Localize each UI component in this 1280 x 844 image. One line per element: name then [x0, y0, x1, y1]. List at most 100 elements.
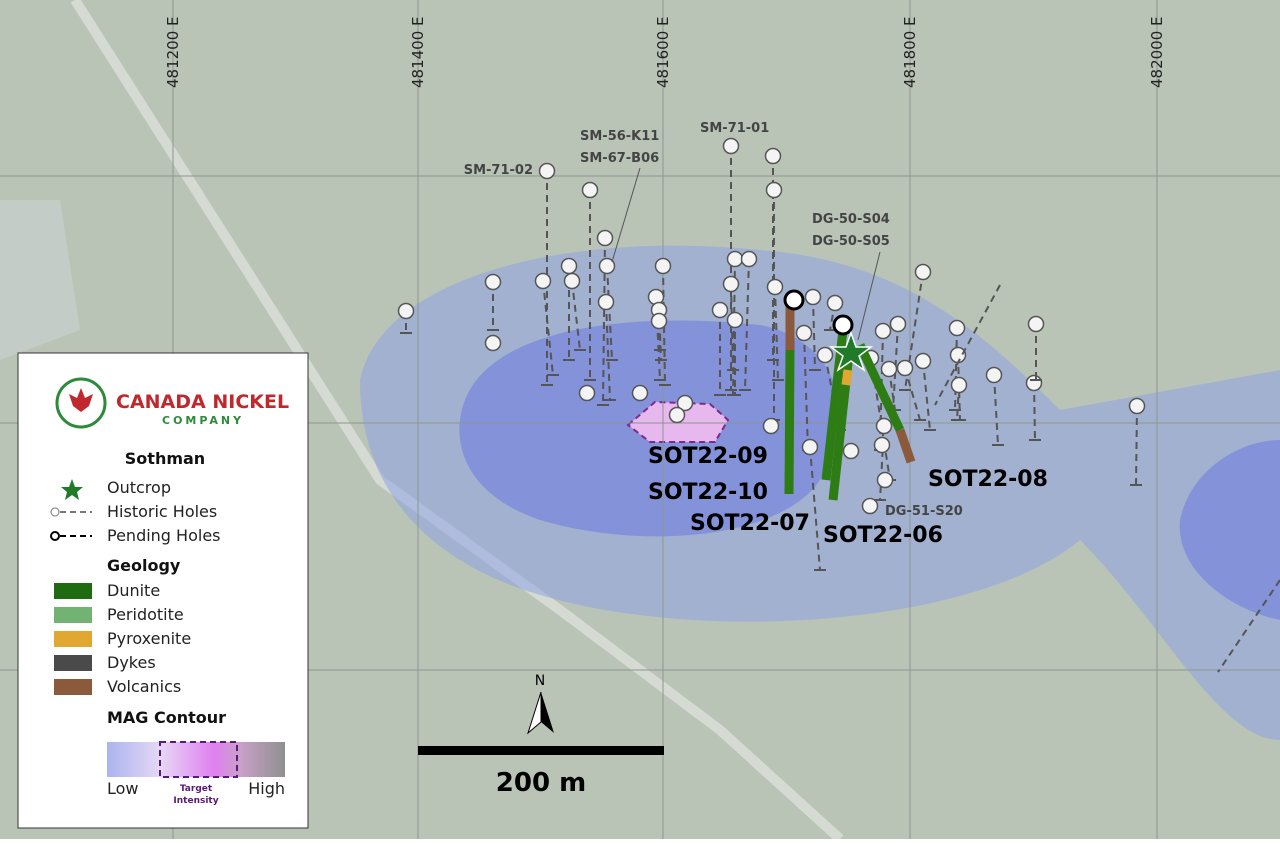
company-sub: COMPANY — [162, 414, 244, 427]
historic-hole — [795, 324, 813, 342]
legend-label: Dykes — [107, 653, 156, 672]
trace-pyroxenite — [841, 369, 853, 386]
historic-hole — [397, 302, 415, 320]
historic-hole — [914, 352, 932, 370]
historic-hole — [534, 272, 552, 290]
historic-hole — [726, 311, 744, 329]
legend-pending — [50, 531, 60, 541]
historic-hole — [804, 288, 822, 306]
historic-hole — [762, 417, 780, 435]
hole-label: SM-67-B06 — [580, 151, 659, 166]
water — [0, 200, 80, 360]
target-label: SOT22-07 — [690, 511, 810, 536]
historic-hole — [861, 497, 879, 515]
mag-target: Target — [180, 784, 213, 794]
hole-trace — [1033, 382, 1036, 441]
historic-hole — [597, 293, 615, 311]
historic-hole — [765, 181, 783, 199]
drill-traces — [783, 289, 916, 501]
legend-label: Historic Holes — [107, 502, 217, 521]
hole-label: SM-71-01 — [700, 121, 769, 136]
north-label: N — [535, 673, 545, 689]
historic-hole — [896, 359, 914, 377]
hole-trace — [812, 296, 816, 371]
historic-hole — [631, 384, 649, 402]
legend-label: Outcrop — [107, 478, 171, 497]
hole-trace — [730, 283, 734, 371]
north-arrow-right — [541, 692, 554, 733]
logo-leaf — [69, 388, 93, 412]
historic-hole — [1027, 315, 1045, 333]
historic-hole — [560, 257, 578, 275]
grid-label: 481200 E — [164, 16, 182, 88]
hole-trace — [732, 258, 736, 396]
hole-trace — [606, 265, 613, 361]
north-arrow: N — [526, 673, 554, 735]
legend-label: Peridotite — [107, 605, 184, 624]
historic-hole — [816, 346, 834, 364]
historic-hole — [949, 346, 967, 364]
company-name: CANADA NICKEL — [116, 391, 289, 413]
hole-trace — [1135, 405, 1138, 486]
historic-hole — [950, 376, 968, 394]
historic-hole — [985, 366, 1003, 384]
historic-hole — [581, 181, 599, 199]
historic-hole — [578, 384, 596, 402]
historic-hole — [874, 322, 892, 340]
legend-heading: MAG Contour — [107, 708, 226, 727]
swatch-dunite — [54, 583, 92, 599]
legend-star — [61, 479, 83, 500]
historic-hole — [801, 438, 819, 456]
grid-label: 482000 E — [1148, 16, 1166, 88]
hole-trace — [605, 301, 611, 401]
road — [70, 0, 844, 843]
trace-dunite — [855, 343, 905, 432]
historic-hole — [1025, 374, 1043, 392]
legend-heading: Geology — [107, 556, 181, 575]
target-label: SOT22-10 — [648, 480, 768, 505]
mag-target: Intensity — [173, 796, 218, 806]
historic-hole — [596, 229, 614, 247]
scale-bar — [418, 746, 664, 755]
hole-trace — [803, 332, 809, 451]
legend-label: Dunite — [107, 581, 160, 600]
trace-volcanics — [895, 428, 916, 464]
grid-label: 481800 E — [901, 16, 919, 88]
mag-gradient — [107, 742, 285, 777]
leader — [611, 167, 641, 263]
historic-hole — [766, 278, 784, 296]
hole-trace — [934, 284, 1001, 406]
historic-hole — [722, 275, 740, 293]
target-label: SOT22-09 — [648, 444, 768, 469]
hole-label: DG-50-S04 — [812, 212, 890, 227]
historic-hole — [484, 273, 502, 291]
hole-trace — [892, 323, 899, 411]
outcrop-star — [828, 330, 874, 372]
hole-trace — [954, 327, 958, 411]
trace-dunite — [784, 349, 795, 495]
mag-target-box — [159, 741, 238, 778]
historic-hole — [764, 147, 782, 165]
hole-label: SM-71-02 — [464, 163, 533, 178]
historic-hole — [740, 250, 758, 268]
grid-label: 481600 E — [654, 16, 672, 88]
hole-trace — [904, 367, 921, 421]
historic-hole — [538, 162, 556, 180]
swatch-dykes — [54, 655, 92, 671]
legend: CANADA NICKEL COMPANY Sothman Outcrop Hi… — [17, 352, 309, 829]
historic-hole — [654, 257, 672, 275]
mag-mid — [1179, 440, 1280, 620]
historic-hole — [842, 442, 860, 460]
mag-high: High — [248, 779, 285, 798]
historic-hole — [889, 315, 907, 333]
hole-label: SM-56-K11 — [580, 129, 659, 144]
pending-hole — [783, 289, 805, 311]
historic-hole — [484, 334, 502, 352]
swatch-peridotite — [54, 607, 92, 623]
historic-hole — [826, 294, 844, 312]
legend-title: Sothman — [125, 449, 205, 468]
historic-hole — [880, 360, 898, 378]
historic-hole — [914, 263, 932, 281]
historic-hole — [650, 312, 668, 330]
